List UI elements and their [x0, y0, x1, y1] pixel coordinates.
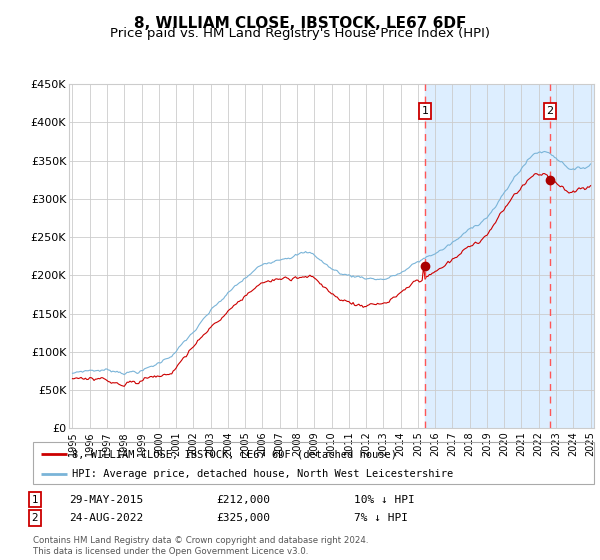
- Text: 1: 1: [421, 106, 428, 116]
- Text: 29-MAY-2015: 29-MAY-2015: [69, 494, 143, 505]
- Text: £325,000: £325,000: [216, 513, 270, 523]
- Text: 8, WILLIAM CLOSE, IBSTOCK, LE67 6DF: 8, WILLIAM CLOSE, IBSTOCK, LE67 6DF: [134, 16, 466, 31]
- Bar: [425, 84, 600, 428]
- Text: 8, WILLIAM CLOSE, IBSTOCK, LE67 6DF (detached house): 8, WILLIAM CLOSE, IBSTOCK, LE67 6DF (det…: [72, 449, 397, 459]
- Text: Contains HM Land Registry data © Crown copyright and database right 2024.
This d: Contains HM Land Registry data © Crown c…: [33, 536, 368, 556]
- Text: 2: 2: [547, 106, 554, 116]
- Text: Price paid vs. HM Land Registry's House Price Index (HPI): Price paid vs. HM Land Registry's House …: [110, 27, 490, 40]
- Text: HPI: Average price, detached house, North West Leicestershire: HPI: Average price, detached house, Nort…: [72, 469, 454, 479]
- Text: 2: 2: [31, 513, 38, 523]
- Text: 10% ↓ HPI: 10% ↓ HPI: [354, 494, 415, 505]
- Text: 1: 1: [31, 494, 38, 505]
- Text: 24-AUG-2022: 24-AUG-2022: [69, 513, 143, 523]
- Text: £212,000: £212,000: [216, 494, 270, 505]
- Text: 7% ↓ HPI: 7% ↓ HPI: [354, 513, 408, 523]
